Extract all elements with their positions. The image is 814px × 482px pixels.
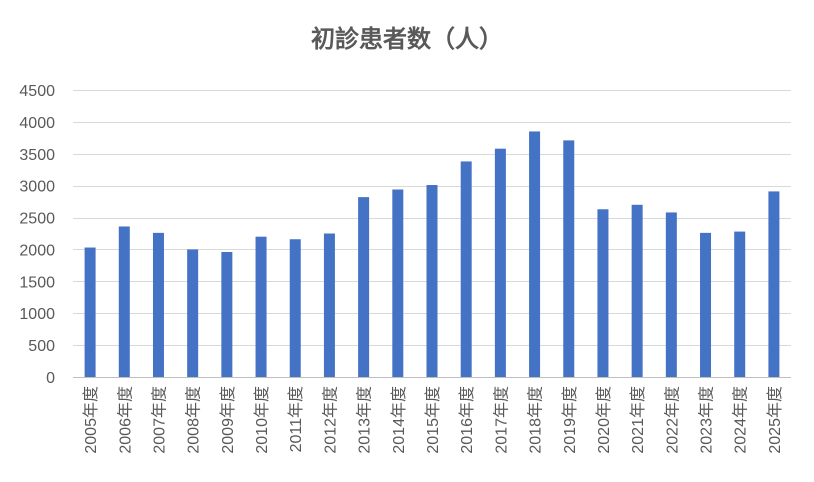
x-tick-label: 2025年度 bbox=[766, 386, 784, 454]
bar-2022年度 bbox=[665, 212, 677, 377]
bar-2006年度 bbox=[118, 226, 130, 377]
x-tick-label: 2017年度 bbox=[492, 386, 510, 454]
y-tick-label: 500 bbox=[28, 338, 55, 355]
bar-2015年度 bbox=[426, 185, 438, 377]
x-tick-label: 2023年度 bbox=[698, 386, 716, 454]
bar-2008年度 bbox=[187, 249, 199, 377]
y-tick-label: 4000 bbox=[19, 115, 55, 132]
bar-2007年度 bbox=[152, 232, 164, 377]
x-tick-label: 2016年度 bbox=[458, 386, 476, 454]
bar-2016年度 bbox=[460, 161, 472, 377]
y-tick-label: 4500 bbox=[19, 83, 55, 100]
bar-2024年度 bbox=[734, 231, 746, 377]
x-tick-label: 2010年度 bbox=[253, 386, 271, 454]
bar-2023年度 bbox=[700, 232, 712, 377]
bar-2021年度 bbox=[631, 204, 643, 377]
y-tick-label: 2000 bbox=[19, 242, 55, 259]
x-tick-label: 2022年度 bbox=[663, 386, 681, 454]
x-tick-label: 2015年度 bbox=[424, 386, 442, 454]
bar-2014年度 bbox=[392, 189, 404, 377]
x-tick-label: 2011年度 bbox=[287, 386, 305, 452]
bar-2019年度 bbox=[563, 140, 575, 377]
x-tick-label: 2020年度 bbox=[595, 386, 613, 454]
bar-2009年度 bbox=[221, 251, 233, 377]
y-tick-label: 2500 bbox=[19, 211, 55, 228]
x-tick-label: 2019年度 bbox=[561, 386, 579, 454]
x-tick-label: 2007年度 bbox=[150, 386, 168, 454]
bar-2012年度 bbox=[323, 233, 335, 377]
x-tick-label: 2021年度 bbox=[629, 386, 647, 454]
chart-title: 初診患者数（人） bbox=[311, 25, 503, 53]
bar-2013年度 bbox=[358, 197, 370, 377]
x-tick-label: 2024年度 bbox=[732, 386, 750, 454]
x-tick-label: 2012年度 bbox=[321, 386, 339, 454]
x-tick-label: 2008年度 bbox=[185, 386, 203, 454]
x-tick-label: 2018年度 bbox=[527, 386, 545, 454]
y-tick-label: 0 bbox=[46, 370, 55, 387]
y-tick-label: 1000 bbox=[19, 306, 55, 323]
y-tick-label: 3500 bbox=[19, 147, 55, 164]
bar-2005年度 bbox=[84, 247, 96, 377]
bar-2011年度 bbox=[289, 239, 301, 377]
bar-2010年度 bbox=[255, 236, 267, 377]
x-tick-label: 2009年度 bbox=[219, 386, 237, 454]
y-tick-label: 1500 bbox=[19, 274, 55, 291]
x-tick-label: 2006年度 bbox=[116, 386, 134, 454]
y-tick-label: 3000 bbox=[19, 179, 55, 196]
bar-2025年度 bbox=[768, 191, 780, 377]
bars bbox=[84, 131, 780, 377]
bar-2017年度 bbox=[494, 148, 506, 377]
bar-2020年度 bbox=[597, 209, 609, 377]
x-tick-label: 2005年度 bbox=[82, 386, 100, 454]
bar-2018年度 bbox=[529, 131, 541, 377]
x-tick-label: 2013年度 bbox=[356, 386, 374, 454]
y-axis-ticks: 0 500 1000 1500 2000 2500 3000 3500 4000 4500 bbox=[19, 83, 55, 387]
x-tick-label: 2014年度 bbox=[390, 386, 408, 454]
x-axis-ticks: 2005年度 2006年度 2007年度 2008年度 2009年度 2010年度 2011… bbox=[82, 386, 784, 454]
